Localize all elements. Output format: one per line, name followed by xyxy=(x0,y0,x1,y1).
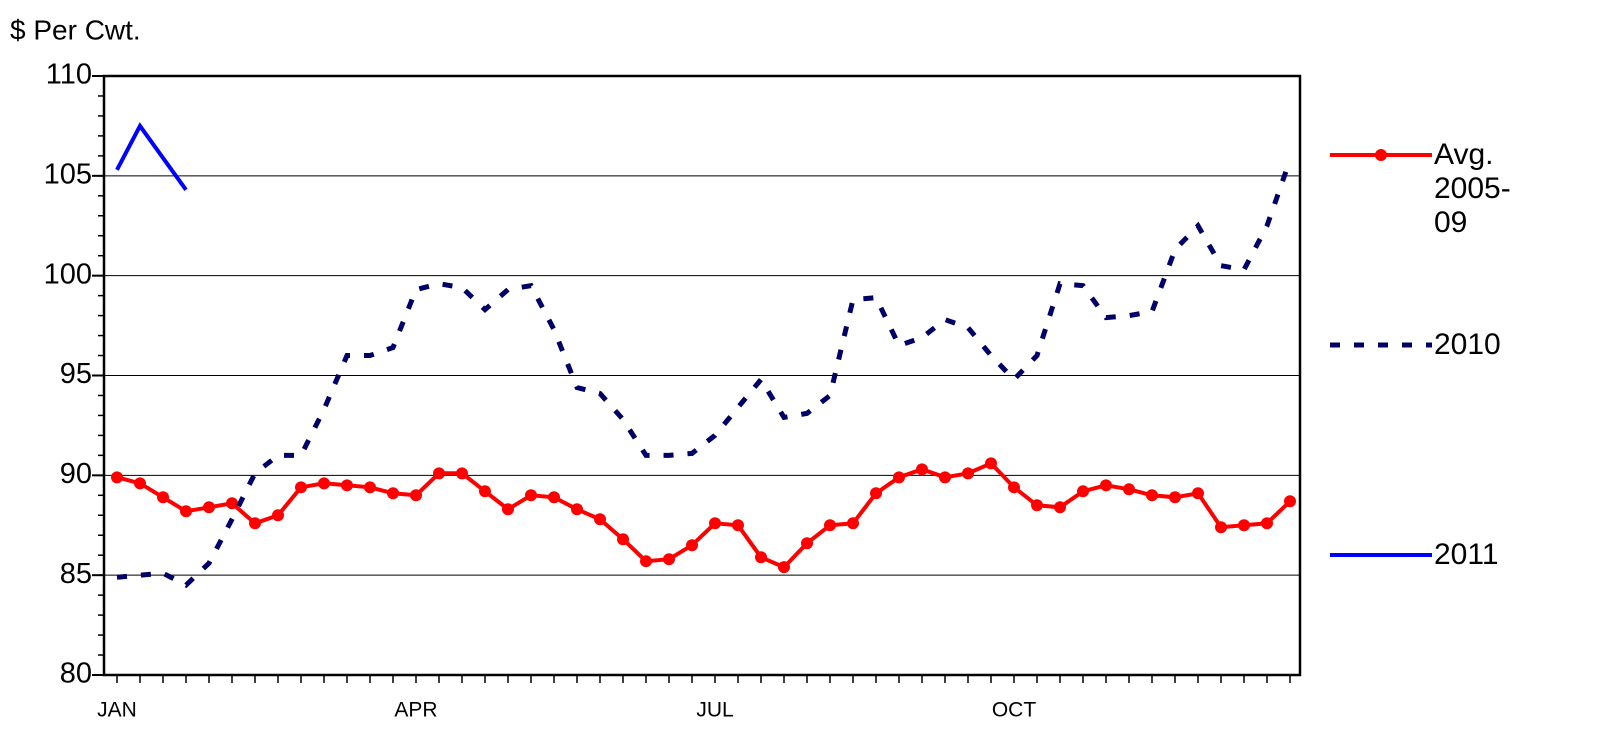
marker xyxy=(594,513,606,526)
marker xyxy=(111,471,123,484)
marker xyxy=(525,489,537,502)
marker xyxy=(318,477,330,490)
marker xyxy=(1192,487,1204,500)
y-tick-label: 90 xyxy=(60,458,92,490)
x-tick-label: OCT xyxy=(992,699,1037,722)
marker xyxy=(364,481,376,494)
marker xyxy=(1215,521,1227,534)
plot-frame xyxy=(102,74,1302,677)
marker xyxy=(548,491,560,504)
marker xyxy=(893,471,905,484)
marker xyxy=(341,479,353,492)
legend-marker xyxy=(1375,149,1387,161)
marker xyxy=(962,467,974,480)
marker xyxy=(939,471,951,484)
marker xyxy=(157,491,169,504)
marker xyxy=(433,467,445,480)
marker xyxy=(571,503,583,516)
marker xyxy=(1008,481,1020,494)
marker xyxy=(686,539,698,552)
marker xyxy=(1284,495,1296,508)
marker xyxy=(663,553,675,566)
marker xyxy=(1031,499,1043,512)
marker xyxy=(134,477,146,490)
y-tick-label: 95 xyxy=(60,358,92,390)
marker xyxy=(778,561,790,574)
marker xyxy=(870,487,882,500)
marker xyxy=(640,555,652,568)
marker xyxy=(847,517,859,530)
marker xyxy=(1261,517,1273,530)
marker xyxy=(387,487,399,500)
marker xyxy=(801,537,813,550)
marker xyxy=(755,551,767,564)
y-axis-title: $ Per Cwt. xyxy=(10,14,141,45)
y-tick-label: 105 xyxy=(44,158,92,190)
marker xyxy=(203,501,215,514)
legend-label: 2010 xyxy=(1434,328,1501,361)
series-line xyxy=(116,159,1293,589)
x-tick-label: JUL xyxy=(696,699,733,722)
marker xyxy=(1123,483,1135,496)
marker xyxy=(479,485,491,498)
legend-label: 2011 xyxy=(1434,538,1499,571)
marker xyxy=(709,517,721,530)
marker xyxy=(1146,489,1158,502)
marker xyxy=(410,489,422,502)
marker xyxy=(824,519,836,532)
marker xyxy=(295,481,307,494)
marker xyxy=(180,505,192,518)
marker xyxy=(272,509,284,522)
y-tick-label: 100 xyxy=(44,258,92,290)
series-line xyxy=(116,461,1292,570)
y-tick-label: 85 xyxy=(60,558,92,590)
legend-label: Avg. 2005-09 xyxy=(1434,138,1511,239)
x-tick-label: APR xyxy=(394,699,437,722)
y-tick-label: 80 xyxy=(60,658,92,690)
marker xyxy=(985,457,997,470)
marker xyxy=(732,519,744,532)
marker xyxy=(1238,519,1250,532)
marker xyxy=(1077,485,1089,498)
marker xyxy=(1169,491,1181,504)
marker xyxy=(617,533,629,546)
marker xyxy=(226,497,238,510)
marker xyxy=(1054,501,1066,514)
x-tick-label: JAN xyxy=(97,699,137,722)
series-line xyxy=(115,122,188,191)
marker xyxy=(916,463,928,476)
marker xyxy=(456,467,468,480)
y-tick-label: 110 xyxy=(46,59,92,91)
marker xyxy=(249,517,261,530)
marker xyxy=(502,503,514,516)
marker xyxy=(1100,479,1112,492)
